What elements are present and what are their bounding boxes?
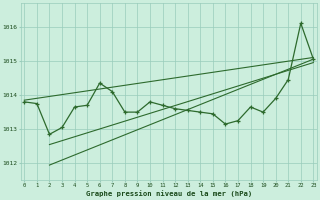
X-axis label: Graphe pression niveau de la mer (hPa): Graphe pression niveau de la mer (hPa)	[86, 190, 252, 197]
